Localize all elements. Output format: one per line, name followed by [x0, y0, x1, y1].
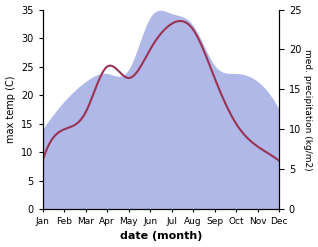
Y-axis label: max temp (C): max temp (C): [5, 76, 16, 143]
X-axis label: date (month): date (month): [120, 231, 202, 242]
Y-axis label: med. precipitation (kg/m2): med. precipitation (kg/m2): [303, 49, 313, 170]
